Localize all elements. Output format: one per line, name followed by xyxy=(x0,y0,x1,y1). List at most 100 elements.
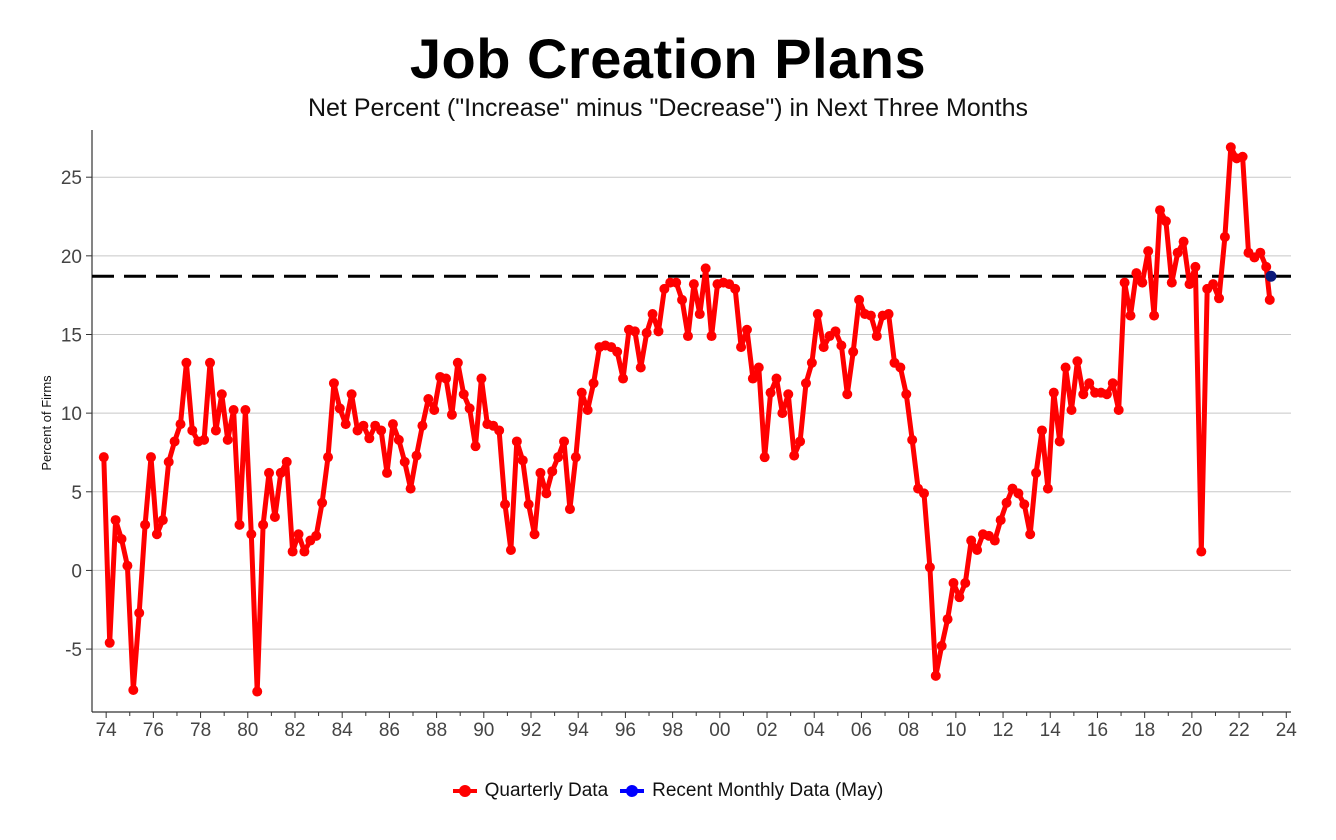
chart-title: Job Creation Plans xyxy=(409,27,927,90)
data-point xyxy=(376,425,387,436)
x-tick-label: 16 xyxy=(1087,720,1108,741)
data-point xyxy=(146,452,157,463)
data-point xyxy=(1196,546,1207,557)
data-point xyxy=(293,529,304,540)
data-point xyxy=(730,283,741,294)
axes xyxy=(91,130,1291,713)
x-tick-label: 88 xyxy=(426,720,447,741)
gridlines xyxy=(92,176,1291,650)
data-point xyxy=(500,499,511,510)
x-tick-label: 94 xyxy=(568,720,590,741)
data-point xyxy=(1178,236,1189,247)
data-point xyxy=(682,331,693,342)
data-point xyxy=(264,467,275,478)
data-point xyxy=(1237,151,1248,162)
x-tick-label: 08 xyxy=(898,720,919,741)
data-point xyxy=(393,434,404,445)
data-point xyxy=(181,357,192,368)
data-point xyxy=(1078,389,1089,400)
legend-label-quarterly: Quarterly Data xyxy=(484,780,609,801)
data-point xyxy=(1208,279,1219,290)
data-point xyxy=(1160,216,1171,227)
data-point xyxy=(281,456,292,467)
data-point xyxy=(529,529,540,540)
data-point xyxy=(476,373,487,384)
data-point xyxy=(1054,436,1065,447)
data-point xyxy=(641,327,652,338)
x-tick-label: 04 xyxy=(804,720,826,741)
x-tick-label: 18 xyxy=(1134,720,1155,741)
data-point xyxy=(582,404,593,415)
data-point xyxy=(140,519,151,530)
data-point xyxy=(842,389,853,400)
data-point xyxy=(541,488,552,499)
data-point xyxy=(741,324,752,335)
data-point xyxy=(423,393,434,404)
data-point xyxy=(116,533,127,544)
x-tick-label: 90 xyxy=(473,720,494,741)
data-point xyxy=(210,425,221,436)
x-tick-label: 06 xyxy=(851,720,872,741)
data-point xyxy=(1001,497,1012,508)
y-tick-label: 0 xyxy=(71,561,82,582)
data-point xyxy=(854,294,865,305)
data-point xyxy=(694,309,705,320)
data-point xyxy=(559,436,570,447)
data-point xyxy=(777,408,788,419)
data-point xyxy=(1214,293,1225,304)
data-point xyxy=(1172,247,1183,258)
x-tick-label: 22 xyxy=(1229,720,1250,741)
data-point xyxy=(287,546,298,557)
data-point xyxy=(936,640,947,651)
data-point xyxy=(706,331,717,342)
data-point xyxy=(1255,247,1266,258)
data-point xyxy=(629,326,640,337)
data-point xyxy=(688,279,699,290)
data-point xyxy=(1048,387,1059,398)
data-point xyxy=(553,452,564,463)
x-tick-label: 24 xyxy=(1276,720,1298,741)
data-point xyxy=(1084,378,1095,389)
data-point xyxy=(1131,268,1142,279)
data-point xyxy=(157,515,168,526)
data-point xyxy=(535,467,546,478)
data-point xyxy=(972,544,983,555)
data-point xyxy=(789,450,800,461)
data-point xyxy=(1013,488,1024,499)
data-point xyxy=(169,436,180,447)
data-point xyxy=(1019,499,1030,510)
data-point xyxy=(246,529,257,540)
y-tick-label: 5 xyxy=(71,483,82,504)
data-point xyxy=(635,362,646,373)
series-line-0 xyxy=(101,144,1273,695)
data-point xyxy=(1261,261,1272,272)
legend-item-quarterly: Quarterly Data xyxy=(452,780,609,802)
x-tick-label: 82 xyxy=(284,720,305,741)
data-point xyxy=(948,578,959,589)
data-point xyxy=(523,499,534,510)
x-tick-label: 74 xyxy=(96,720,118,741)
data-point xyxy=(505,544,516,555)
data-point xyxy=(1184,279,1195,290)
data-point xyxy=(358,420,369,431)
data-point xyxy=(564,504,575,515)
data-point xyxy=(458,389,469,400)
y-tick-label: 15 xyxy=(61,325,82,346)
data-point xyxy=(346,389,357,400)
data-point xyxy=(747,373,758,384)
data-point xyxy=(570,452,581,463)
data-point xyxy=(812,309,823,320)
data-point xyxy=(930,670,941,681)
data-point xyxy=(659,283,670,294)
data-point xyxy=(1149,310,1160,321)
data-point xyxy=(387,419,398,430)
data-point xyxy=(163,456,174,467)
data-point xyxy=(924,562,935,573)
data-point xyxy=(151,529,162,540)
data-point xyxy=(104,637,115,648)
data-point xyxy=(771,373,782,384)
data-point xyxy=(671,277,682,288)
data-point xyxy=(1101,389,1112,400)
